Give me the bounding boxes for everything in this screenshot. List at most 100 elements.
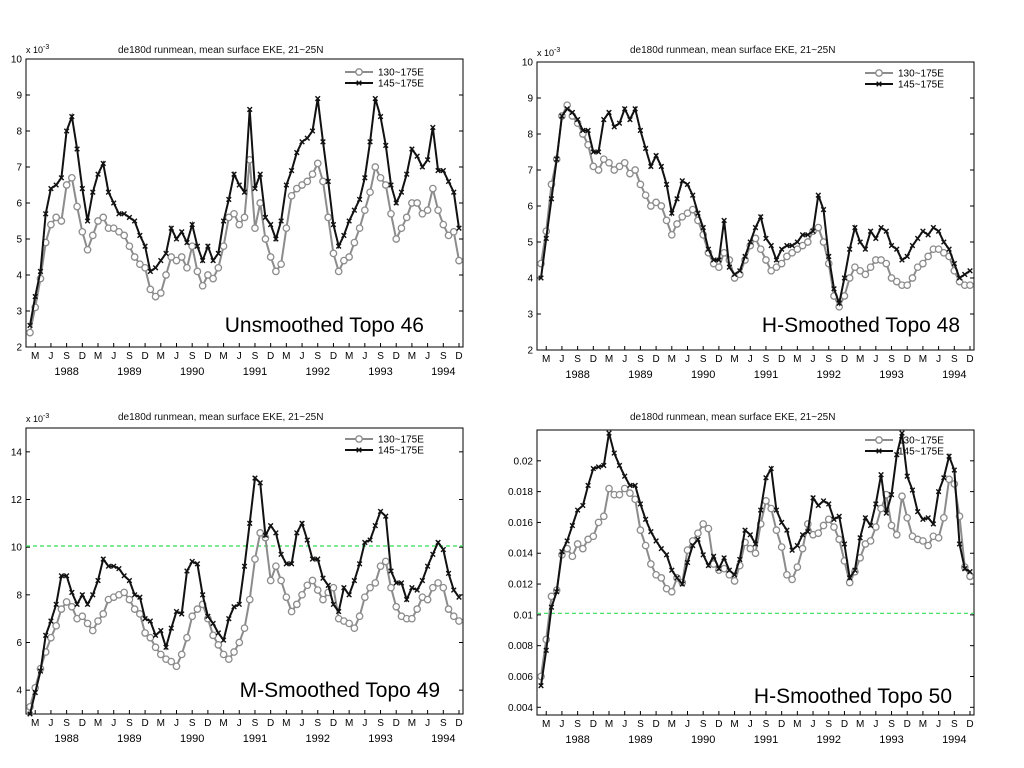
data-point — [919, 537, 927, 545]
y-tick-label: 10 — [522, 58, 534, 69]
x-tick-label: M — [542, 354, 550, 365]
year-label: 1989 — [117, 366, 141, 378]
data-point — [810, 228, 816, 234]
series-130-175e — [26, 529, 463, 711]
data-point — [673, 220, 681, 228]
data-point — [878, 471, 884, 478]
data-point — [226, 196, 232, 203]
data-point — [667, 587, 676, 596]
data-point — [939, 248, 948, 257]
data-point — [883, 510, 890, 516]
data-point — [440, 167, 447, 174]
data-point — [292, 600, 301, 609]
data-point — [862, 515, 869, 521]
chart-title: de180d runmean, mean surface EKE, 21~25N — [630, 412, 835, 423]
data-point — [799, 232, 806, 238]
data-point — [83, 245, 92, 254]
series-130-175e — [26, 155, 463, 337]
x-tick-label: J — [811, 354, 816, 365]
data-point — [193, 605, 202, 613]
data-point — [595, 149, 602, 155]
x-tick-label: S — [763, 719, 770, 730]
data-point — [172, 256, 181, 265]
x-tick-label: M — [919, 354, 927, 365]
data-point — [763, 235, 769, 242]
data-point — [882, 259, 891, 268]
data-point — [230, 209, 238, 218]
x-tick-label: J — [174, 718, 179, 729]
data-point — [215, 630, 222, 636]
data-point — [283, 182, 290, 188]
x-tick-label: M — [730, 354, 738, 365]
data-point — [573, 540, 582, 548]
data-point — [204, 271, 212, 279]
data-point — [303, 581, 312, 590]
data-point — [846, 246, 853, 252]
data-point — [231, 603, 237, 610]
data-point — [131, 218, 138, 224]
x-tick-label: J — [174, 351, 179, 362]
chart-panel-2: de180d runmean, mean surface EKE, 21~25N… — [522, 45, 975, 381]
y-tick-label: 2 — [527, 346, 533, 357]
data-point — [580, 127, 586, 134]
data-point — [674, 196, 680, 202]
data-point — [267, 522, 274, 529]
y-multiplier-exponent: -3 — [43, 44, 49, 51]
data-point — [710, 553, 717, 560]
data-point — [909, 487, 916, 493]
data-point — [376, 562, 385, 571]
data-point — [559, 548, 565, 555]
data-point — [146, 285, 155, 294]
data-point — [48, 185, 54, 192]
data-point — [439, 220, 448, 229]
data-point — [162, 271, 170, 279]
data-point — [205, 613, 211, 620]
data-point — [695, 210, 701, 216]
series-145-175e — [27, 475, 462, 717]
data-point — [309, 556, 316, 562]
data-point — [440, 546, 447, 553]
data-point — [58, 175, 65, 181]
data-point — [730, 577, 739, 585]
x-tick-label: S — [314, 718, 321, 729]
data-point — [852, 567, 858, 573]
x-tick-label: M — [793, 354, 801, 365]
data-point — [439, 583, 448, 592]
y-tick-label: 3 — [16, 307, 22, 318]
data-point — [330, 601, 337, 608]
data-point — [152, 265, 159, 271]
x-tick-label: D — [79, 718, 86, 729]
data-point — [74, 601, 80, 608]
data-point — [381, 557, 390, 566]
x-tick-label: S — [377, 351, 384, 362]
data-point — [282, 224, 291, 233]
x-tick-label: S — [314, 351, 321, 362]
data-point — [125, 595, 134, 604]
data-point — [641, 191, 650, 200]
data-point — [419, 164, 426, 170]
data-point — [294, 530, 300, 536]
data-point — [95, 577, 101, 584]
data-point — [278, 218, 284, 224]
data-point — [836, 300, 843, 306]
y-tick-label: 0.008 — [508, 641, 533, 652]
data-point — [585, 127, 591, 134]
x-tick-label: J — [48, 351, 53, 362]
data-point — [330, 221, 337, 228]
y-tick-label: 4 — [16, 271, 22, 282]
y-multiplier-exponent: -3 — [554, 47, 560, 54]
data-point — [726, 567, 733, 573]
y-multiplier: x 10-3 — [537, 47, 560, 58]
data-point — [105, 563, 112, 570]
plot-frame — [25, 427, 464, 715]
data-point — [47, 220, 55, 229]
data-point — [538, 682, 544, 689]
data-point — [387, 583, 395, 592]
x-tick-label: J — [685, 719, 690, 730]
data-point — [308, 576, 317, 585]
data-point — [392, 602, 401, 611]
legend-label: 130~175E — [378, 435, 424, 446]
data-point — [273, 530, 279, 536]
data-point — [62, 598, 71, 606]
